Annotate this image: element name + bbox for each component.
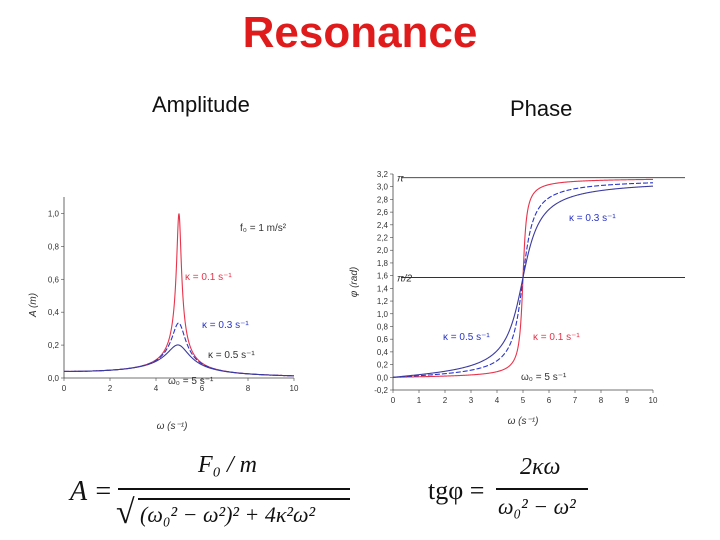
series-line-0: [64, 213, 295, 377]
y-tick-label: 1,4: [377, 284, 389, 293]
x-tick-label: 6: [200, 384, 205, 393]
y-axis-label: A (m): [28, 293, 39, 318]
x-tick-label: 3: [469, 396, 474, 405]
y-tick-label: 1,8: [377, 259, 389, 268]
x-tick-label: 1: [417, 396, 422, 405]
y-tick-label: 0,2: [48, 341, 60, 350]
y-tick-label: 0,4: [377, 348, 389, 357]
formula-denominator: ω₀² − ω²: [498, 494, 576, 519]
annotation-kappa-01: κ = 0.1 s⁻¹: [185, 272, 232, 283]
annotation-kappa-03: κ = 0.3 s⁻¹: [569, 213, 616, 224]
annotation-kappa-05: κ = 0.5 s⁻¹: [443, 332, 490, 343]
x-tick-label: 5: [521, 396, 526, 405]
phase-chart: 0 1 2 3 4 5 6 7 8 9 10 -0,2 0,0 0,2 0,4 0,6 0,8 1,0 1,2 1,4…: [349, 170, 685, 427]
y-tick-label: 3,2: [377, 170, 389, 179]
y-tick-label: 2,4: [377, 221, 389, 230]
y-tick-label: 0,0: [377, 373, 389, 382]
amplitude-formula: A = F₀ / m √ (ω₀² − ω²)² + 4κ²ω²: [70, 452, 360, 538]
y-tick-label: 0,8: [377, 322, 389, 331]
y-tick-label: 1,0: [377, 310, 389, 319]
y-axis-label: φ (rad): [349, 267, 360, 297]
y-tick-label: 0,6: [48, 275, 60, 284]
sqrt-sign: √: [116, 494, 135, 531]
sqrt-overbar: [138, 498, 350, 500]
formula-numerator: 2κω: [520, 454, 561, 480]
fraction-bar: [118, 488, 350, 490]
amplitude-chart: 0 2 4 6 8 10 0,0 0,2 0,4 0,6 0,8 1,0 f₀ = 1 m/s² κ …: [28, 197, 299, 432]
series-line-2: [64, 344, 295, 377]
y-tick-label: 0,8: [48, 242, 60, 251]
x-tick-label: 4: [495, 396, 500, 405]
annotation-kappa-03: κ = 0.3 s⁻¹: [202, 320, 249, 331]
x-tick-label: 7: [573, 396, 578, 405]
y-tick-label: 0,2: [377, 361, 389, 370]
page-title: Resonance: [242, 8, 478, 57]
series-line-2: [392, 185, 654, 378]
y-tick-label: 2,8: [377, 195, 389, 204]
x-tick-label: 10: [649, 396, 658, 405]
x-tick-label: 0: [391, 396, 396, 405]
annotation-omega0: ω₀ = 5 s⁻¹: [168, 376, 214, 387]
y-tick-label: 2,0: [377, 246, 389, 255]
x-tick-label: 10: [290, 384, 299, 393]
x-tick-label: 2: [108, 384, 113, 393]
y-tick-label: 1,0: [48, 209, 60, 218]
y-tick-label: -0,2: [374, 386, 388, 395]
x-tick-label: 4: [154, 384, 159, 393]
phase-header: Phase: [510, 96, 573, 121]
series-line-1: [392, 182, 654, 378]
amplitude-header: Amplitude: [152, 92, 250, 117]
annotation-kappa-01: κ = 0.1 s⁻¹: [533, 332, 580, 343]
phase-formula: tgφ = 2κω ω₀² − ω²: [428, 454, 628, 538]
x-axis-label: ω (s⁻¹): [508, 416, 539, 427]
reference-line-label: π: [397, 174, 404, 185]
formula-numerator: F₀ / m: [198, 452, 258, 478]
reference-line-label: π/2: [397, 274, 412, 285]
y-tick-label: 0,6: [377, 335, 389, 344]
annotation-omega0: ω₀ = 5 s⁻¹: [521, 372, 567, 383]
y-tick-label: 1,6: [377, 272, 389, 281]
formula-denominator: (ω₀² − ω²)² + 4κ²ω²: [140, 502, 316, 527]
y-tick-label: 2,2: [377, 234, 389, 243]
y-tick-label: 0,0: [48, 374, 60, 383]
y-tick-label: 3,0: [377, 183, 389, 192]
fraction-bar: [496, 488, 588, 490]
x-tick-label: 6: [547, 396, 552, 405]
formula-lhs: A =: [70, 476, 113, 507]
y-tick-label: 2,6: [377, 208, 389, 217]
y-tick-label: 0,4: [48, 308, 60, 317]
x-axis-label: ω (s⁻¹): [157, 421, 188, 432]
x-tick-label: 9: [625, 396, 630, 405]
x-tick-label: 8: [599, 396, 604, 405]
annotation-kappa-05: κ = 0.5 s⁻¹: [208, 350, 255, 361]
formula-lhs: tgφ =: [428, 476, 485, 505]
x-tick-label: 0: [62, 384, 67, 393]
y-tick-label: 1,2: [377, 297, 389, 306]
annotation-f0: f₀ = 1 m/s²: [240, 223, 287, 234]
x-tick-label: 2: [443, 396, 448, 405]
x-tick-label: 8: [246, 384, 251, 393]
series-line-1: [64, 322, 295, 377]
